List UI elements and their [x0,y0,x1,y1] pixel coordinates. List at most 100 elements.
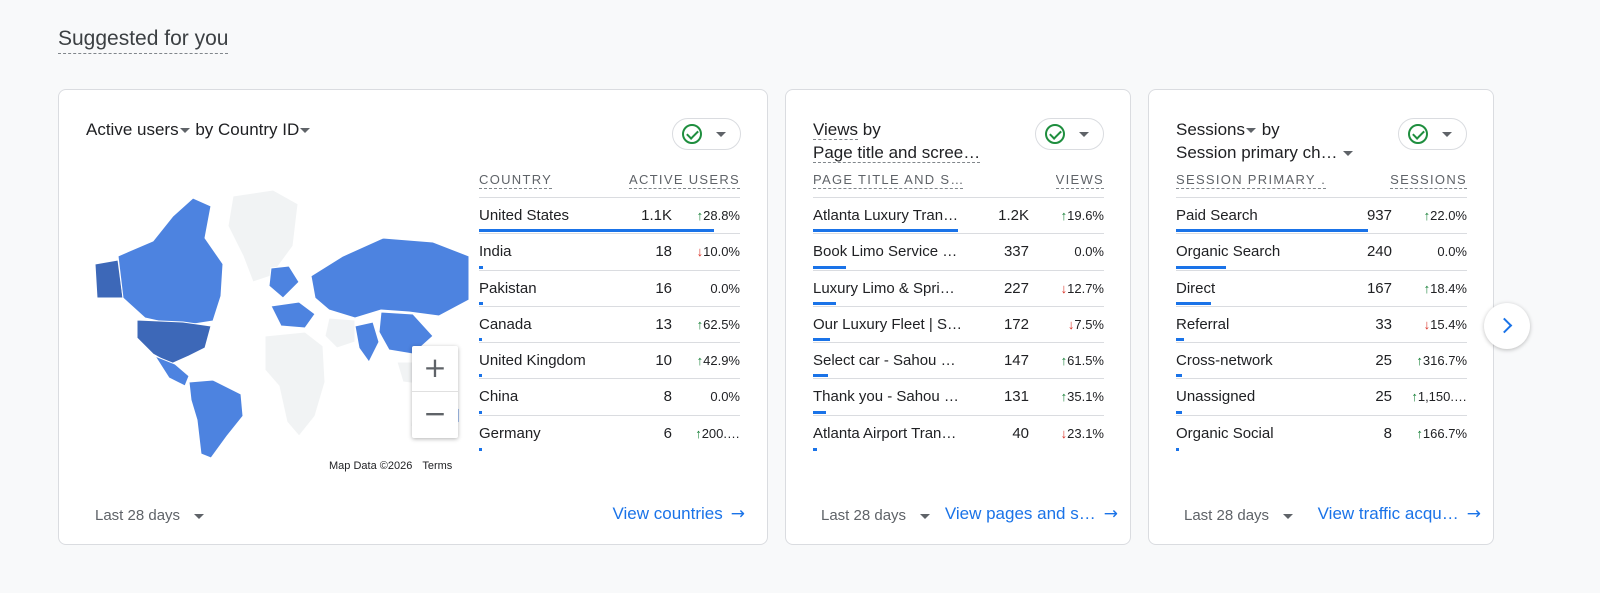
date-range-selector[interactable]: Last 28 days [821,507,931,524]
row-share-bar [1176,338,1184,342]
table-row[interactable]: Organic Social 8 ↑166.7% [1176,416,1467,452]
zoom-out-button[interactable]: − [423,397,447,430]
view-report-link[interactable]: View countries → [612,504,746,524]
table-row[interactable]: Unassigned 25 ↑1,150.… [1176,379,1467,416]
change-percent: 7.5% [1074,316,1104,332]
metric-selector[interactable]: Views [813,120,859,140]
table-row[interactable]: China 8 0.0% [479,379,740,416]
change-percent: 28.8% [703,208,740,223]
column-header-metric[interactable]: VIEWS [1055,172,1104,189]
table-row[interactable]: United Kingdom 10 ↑42.9% [479,343,740,380]
column-header-dimension[interactable]: PAGE TITLE AND S… [813,172,963,189]
column-header-metric[interactable]: SESSIONS [1390,172,1467,189]
row-dimension-value: Organic Search [1176,243,1281,261]
view-report-link[interactable]: View traffic acqu… → [1317,504,1481,524]
dimension-selector[interactable]: Country ID [218,120,311,139]
row-change: 0.0% [1401,244,1467,259]
row-change: ↑42.9% [678,353,740,368]
arrow-up-icon: ↑ [695,425,702,441]
next-cards-button[interactable] [1484,303,1530,349]
metric-selector[interactable]: Active users [86,120,191,139]
row-change: ↑1,150.… [1401,389,1467,404]
dimension-selector[interactable]: Session primary ch… [1176,143,1354,162]
row-share-bar [813,448,817,452]
table-row[interactable]: Paid Search 937 ↑22.0% [1176,198,1467,235]
row-metric-value: 33 [1375,315,1392,333]
row-dimension-value: Select car - Sahou Lu… [813,352,963,370]
row-share-bar [813,338,830,342]
table-row[interactable]: Direct 167 ↑18.4% [1176,271,1467,307]
table-row[interactable]: Organic Search 240 0.0% [1176,234,1467,271]
change-percent: 166.7% [1422,425,1467,441]
row-share-bar [479,338,482,342]
row-dimension-value: United States [479,207,570,224]
row-share-bar [813,374,828,378]
table-row[interactable]: India 18 ↓10.0% [479,234,740,271]
row-metric-value: 25 [1375,352,1392,370]
zoom-in-button[interactable]: + [412,346,458,392]
row-metric-value: 13 [655,315,672,333]
column-header-dimension[interactable]: SESSION PRIMARY … [1176,172,1326,189]
row-metric-value: 937 [1366,207,1392,224]
table-row[interactable]: Our Luxury Fleet | Sp… 172 ↓7.5% [813,307,1104,344]
row-share-bar [813,301,836,305]
metric-selector[interactable]: Sessions [1176,120,1257,139]
table-row[interactable]: Select car - Sahou Lu… 147 ↑61.5% [813,343,1104,380]
row-share-bar [479,374,482,378]
row-share-bar [1176,229,1368,233]
column-header-dimension[interactable]: COUNTRY [479,172,553,189]
column-header-metric[interactable]: ACTIVE USERS [629,172,740,189]
caret-down-icon [920,513,931,519]
card-options-button[interactable] [1035,118,1104,150]
map-terms-link[interactable]: Terms [422,460,453,472]
row-dimension-value: United Kingdom [479,352,586,370]
table-header: COUNTRY ACTIVE USERS [479,170,740,198]
data-table: PAGE TITLE AND S… VIEWS Atlanta Luxury T… [813,170,1104,452]
change-percent: 0.0% [1437,244,1467,260]
row-change: ↑19.6% [1038,208,1104,223]
table-row[interactable]: Cross-network 25 ↑316.7% [1176,343,1467,380]
table-row[interactable]: Book Limo Service O… 337 0.0% [813,234,1104,271]
change-percent: 35.1% [1067,389,1104,405]
data-table: COUNTRY ACTIVE USERS United States 1.1K ↑2… [479,170,740,452]
card-title: Active users by Country ID [86,118,311,141]
row-metric-value: 240 [1366,243,1392,261]
sessions-card: Sessions by Session primary ch… SESSION … [1148,89,1494,545]
table-row[interactable]: Thank you - Sahou L… 131 ↑35.1% [813,379,1104,416]
row-metric-value: 18 [655,243,672,261]
world-map[interactable]: + − [93,186,471,476]
card-title: Sessions by Session primary ch… [1176,118,1354,164]
row-metric-value: 8 [663,388,672,406]
view-report-link[interactable]: View pages and s… → [944,504,1118,524]
row-dimension-value: Unassigned [1176,388,1256,406]
world-map-svg [94,189,470,459]
arrow-right-icon: → [1466,504,1481,524]
map-zoom-controls: + − [412,346,458,438]
row-metric-value: 337 [1003,243,1029,261]
date-range-selector[interactable]: Last 28 days [1184,507,1294,524]
card-options-button[interactable] [672,118,741,150]
card-options-button[interactable] [1398,118,1467,150]
table-row[interactable]: Pakistan 16 0.0% [479,271,740,307]
table-row[interactable]: Atlanta Airport Trans… 40 ↓23.1% [813,416,1104,452]
card-title: Views by Page title and scree… [813,120,981,163]
row-change: ↑316.7% [1401,353,1467,368]
row-dimension-value: Canada [479,315,532,333]
row-metric-value: 25 [1375,388,1392,406]
page-title: Suggested for you [58,27,229,54]
row-share-bar [1176,265,1226,269]
row-metric-value: 6 [663,424,672,442]
table-row[interactable]: Canada 13 ↑62.5% [479,307,740,344]
table-row[interactable]: Luxury Limo & Sprint… 227 ↓12.7% [813,271,1104,307]
table-row[interactable]: United States 1.1K ↑28.8% [479,198,740,235]
map-data-label: Map Data ©2026 [329,460,413,472]
row-change: ↓7.5% [1038,317,1104,332]
caret-down-icon [716,132,726,137]
table-row[interactable]: Atlanta Luxury Trans… 1.2K ↑19.6% [813,198,1104,235]
date-range-selector[interactable]: Last 28 days [95,507,205,524]
row-metric-value: 10 [655,352,672,370]
table-row[interactable]: Referral 33 ↓15.4% [1176,307,1467,344]
table-row[interactable]: Germany 6 ↑200.… [479,416,740,452]
dimension-selector[interactable]: Page title and scree… [813,143,981,163]
change-percent: 0.0% [710,280,740,296]
